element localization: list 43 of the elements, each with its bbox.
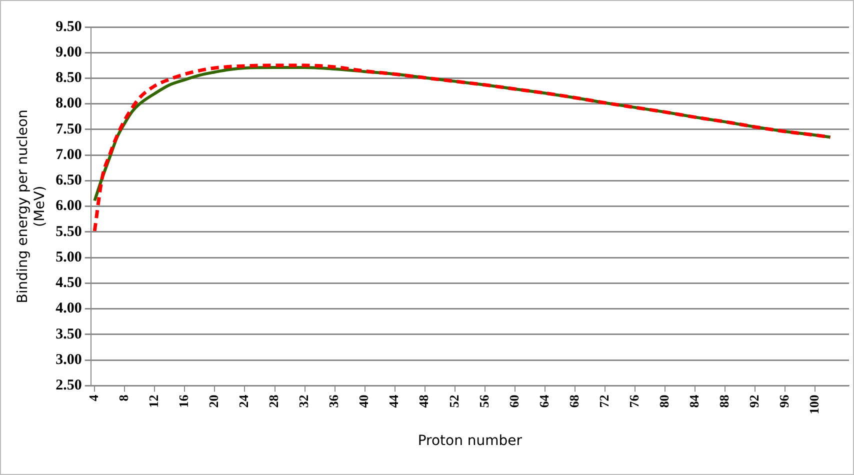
x-tick-label: 60	[506, 394, 522, 408]
x-tick-label: 4	[86, 394, 101, 402]
x-tick-label: 52	[446, 394, 462, 408]
x-tick-label: 64	[536, 394, 552, 408]
x-tick-label: 12	[146, 394, 162, 408]
x-tick-label: 96	[776, 394, 792, 408]
y-tick-label: 8.00	[56, 96, 82, 112]
x-tick-label: 44	[386, 394, 402, 408]
x-tick-label: 76	[626, 394, 642, 408]
x-tick-label: 100	[806, 394, 822, 414]
x-tick-label: 84	[686, 394, 702, 408]
x-axis-title: Proton number	[418, 433, 522, 450]
y-tick-label: 4.50	[56, 275, 82, 292]
line-series	[92, 64, 832, 233]
y-tick-label: 7.00	[56, 146, 82, 163]
y-tick-label: 2.50	[56, 378, 82, 394]
y-tick-label: 7.50	[56, 121, 82, 138]
y-tick-label: 8.50	[56, 70, 82, 86]
x-tick-label: 16	[176, 394, 192, 408]
x-tick-label: 72	[596, 394, 612, 408]
x-tick-label: 40	[356, 394, 372, 408]
y-tick-label: 4.00	[56, 300, 82, 317]
y-tick-label: 6.50	[56, 172, 82, 189]
x-tick-label: 36	[326, 394, 342, 408]
x-tick-label: 92	[746, 394, 762, 408]
x-tick-label: 32	[296, 394, 312, 408]
y-tick-label: 9.00	[56, 44, 82, 60]
y-tick-label: 9.50	[56, 18, 82, 35]
y-tick-label: 3.50	[56, 326, 82, 342]
x-tick-label: 24	[236, 394, 252, 408]
y-tick-label: 3.00	[56, 352, 82, 368]
x-tick-label: 8	[116, 394, 131, 402]
x-tick-label: 88	[716, 394, 732, 408]
x-tick-label: 68	[566, 394, 582, 408]
x-tick-label: 28	[266, 394, 282, 408]
y-tick-label: 5.00	[56, 249, 82, 266]
x-tick-label: 56	[476, 394, 492, 408]
y-tick-label: 5.50	[56, 224, 82, 240]
y-tick-label: 6.00	[56, 198, 82, 214]
y-axis-title: Binding energy per nucleon (MeV)	[15, 110, 48, 304]
x-tick-label: 80	[656, 394, 672, 408]
x-tick-label: 48	[416, 394, 432, 408]
x-tick-label: 20	[206, 394, 222, 408]
